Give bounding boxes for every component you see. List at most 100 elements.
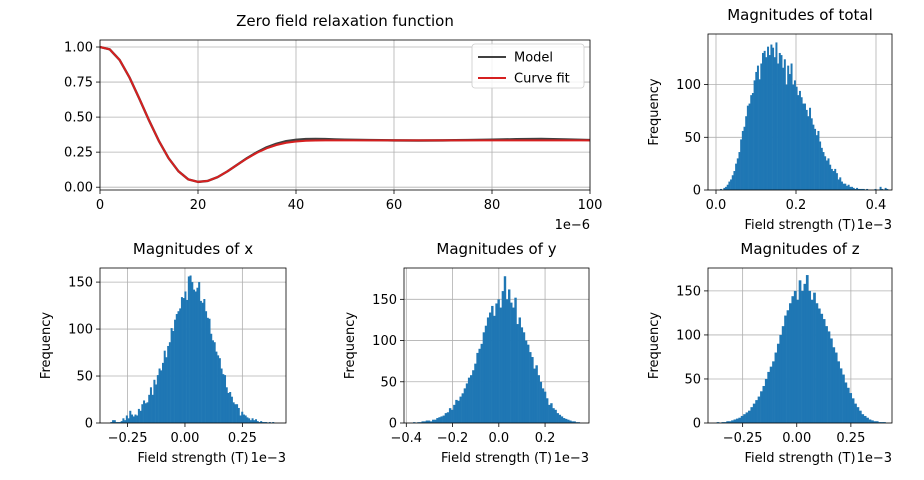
histogram-bar — [520, 327, 524, 423]
histogram-bar — [847, 184, 850, 190]
histogram-bar — [832, 347, 836, 423]
histogram-bar — [124, 420, 127, 423]
histogram-bar — [227, 392, 230, 423]
histogram-bar — [849, 186, 852, 190]
y-tick-label: 0 — [693, 417, 701, 432]
x-offset-label: 1e−3 — [251, 451, 286, 466]
histogram-bar — [857, 188, 860, 190]
histogram-bar — [803, 283, 807, 423]
relax-axes: Zero field relaxation function 0 20 40 60 80 1… — [64, 12, 602, 233]
histogram-bar — [834, 352, 838, 423]
histogram-bar — [118, 422, 121, 423]
histogram-bar — [224, 375, 227, 423]
x-tick-label: 0.2 — [786, 198, 807, 213]
histogram-bar — [213, 342, 216, 423]
y-tick-label: 100 — [68, 323, 93, 338]
histogram-bar — [852, 187, 855, 190]
histogram-bar — [217, 355, 220, 423]
histogram-bar — [822, 319, 826, 423]
histogram-bar — [457, 400, 460, 423]
legend-label: Model — [514, 51, 553, 66]
x-tick-label: 0.0 — [488, 431, 509, 446]
histogram-bar — [789, 303, 792, 423]
histogram-bar — [239, 415, 242, 423]
x-offset-label: 1e−6 — [555, 218, 590, 233]
histogram-bar — [740, 415, 744, 423]
histogram-bar — [229, 392, 232, 423]
x-tick-label: −0.4 — [391, 431, 423, 446]
histogram-bar — [112, 420, 115, 423]
histogram-bar — [463, 388, 467, 423]
x-tick-label: 0.25 — [836, 431, 865, 446]
histogram-bar — [419, 422, 422, 423]
histogram-bar — [829, 164, 832, 190]
histogram-bar — [726, 421, 730, 423]
histogram-bar — [127, 418, 130, 423]
histogram-bar — [575, 422, 578, 423]
histogram-bar — [807, 116, 810, 190]
histogram-bar — [569, 420, 572, 423]
histogram-bar — [148, 394, 151, 423]
histogram-bar — [134, 414, 137, 423]
histogram-bar — [839, 177, 842, 190]
histogram-bar — [554, 409, 557, 423]
histogram-bar — [230, 396, 233, 423]
histogram-bar — [731, 175, 734, 190]
histogram-bar — [756, 65, 759, 190]
histogram-bar — [562, 418, 566, 423]
histogram-bar — [139, 410, 142, 423]
histogram-bar — [802, 103, 805, 190]
histogram-bar — [476, 352, 479, 423]
histogram-bar — [798, 280, 802, 423]
x-tick-label: 80 — [484, 198, 501, 213]
histogram-bar — [830, 168, 833, 190]
histogram-bar — [741, 130, 744, 190]
histogram-bar — [423, 421, 427, 423]
histogram-bar — [508, 289, 511, 423]
histogram-bar — [427, 420, 431, 423]
histogram-bar — [862, 188, 865, 190]
histogram-bar — [215, 351, 218, 423]
histogram-bar — [465, 383, 469, 423]
histogram-bar — [510, 302, 513, 423]
histogram-bar — [746, 105, 749, 190]
histogram-bar — [748, 410, 751, 423]
histogram-bar — [854, 403, 857, 424]
histogram-bar — [755, 400, 758, 423]
histogram-bar — [856, 187, 859, 190]
histogram-bar — [760, 63, 763, 191]
histogram-bar — [720, 188, 722, 190]
histogram-bar — [863, 415, 867, 423]
histogram-bar — [815, 303, 819, 423]
histogram-bar — [763, 50, 766, 190]
histogram-bar — [146, 402, 149, 423]
chart-title: Magnitudes of y — [436, 240, 556, 258]
y-tick-label: 50 — [684, 372, 701, 387]
y-tick-label: 50 — [76, 370, 93, 385]
histogram-bar — [537, 375, 540, 423]
histogram-bar — [731, 420, 734, 423]
histogram-bar — [186, 299, 189, 423]
histogram-bar — [478, 348, 481, 423]
histogram-bar — [160, 370, 163, 423]
histogram-bar — [191, 282, 194, 423]
histogram-bar — [122, 418, 125, 423]
histogram-bar — [442, 415, 445, 423]
histogram-bar — [861, 414, 865, 423]
y-axis-label: Frequency — [647, 78, 662, 145]
histogram-bar — [113, 420, 116, 423]
histogram-bar — [822, 152, 825, 190]
histogram-bar — [846, 387, 850, 423]
histogram-bar — [413, 422, 416, 423]
histogram-bar — [158, 368, 161, 423]
y-tick-label: 100 — [676, 78, 701, 93]
histogram-bar — [149, 387, 152, 423]
histogram-bar — [743, 414, 746, 423]
histogram-bar — [459, 396, 462, 423]
histogram-bar — [132, 416, 135, 423]
x-tick-label: −0.2 — [437, 431, 469, 446]
histogram-bar — [837, 361, 840, 423]
histogram-bar — [849, 393, 853, 423]
histogram-bar — [810, 299, 814, 423]
histogram-bar — [110, 422, 113, 423]
